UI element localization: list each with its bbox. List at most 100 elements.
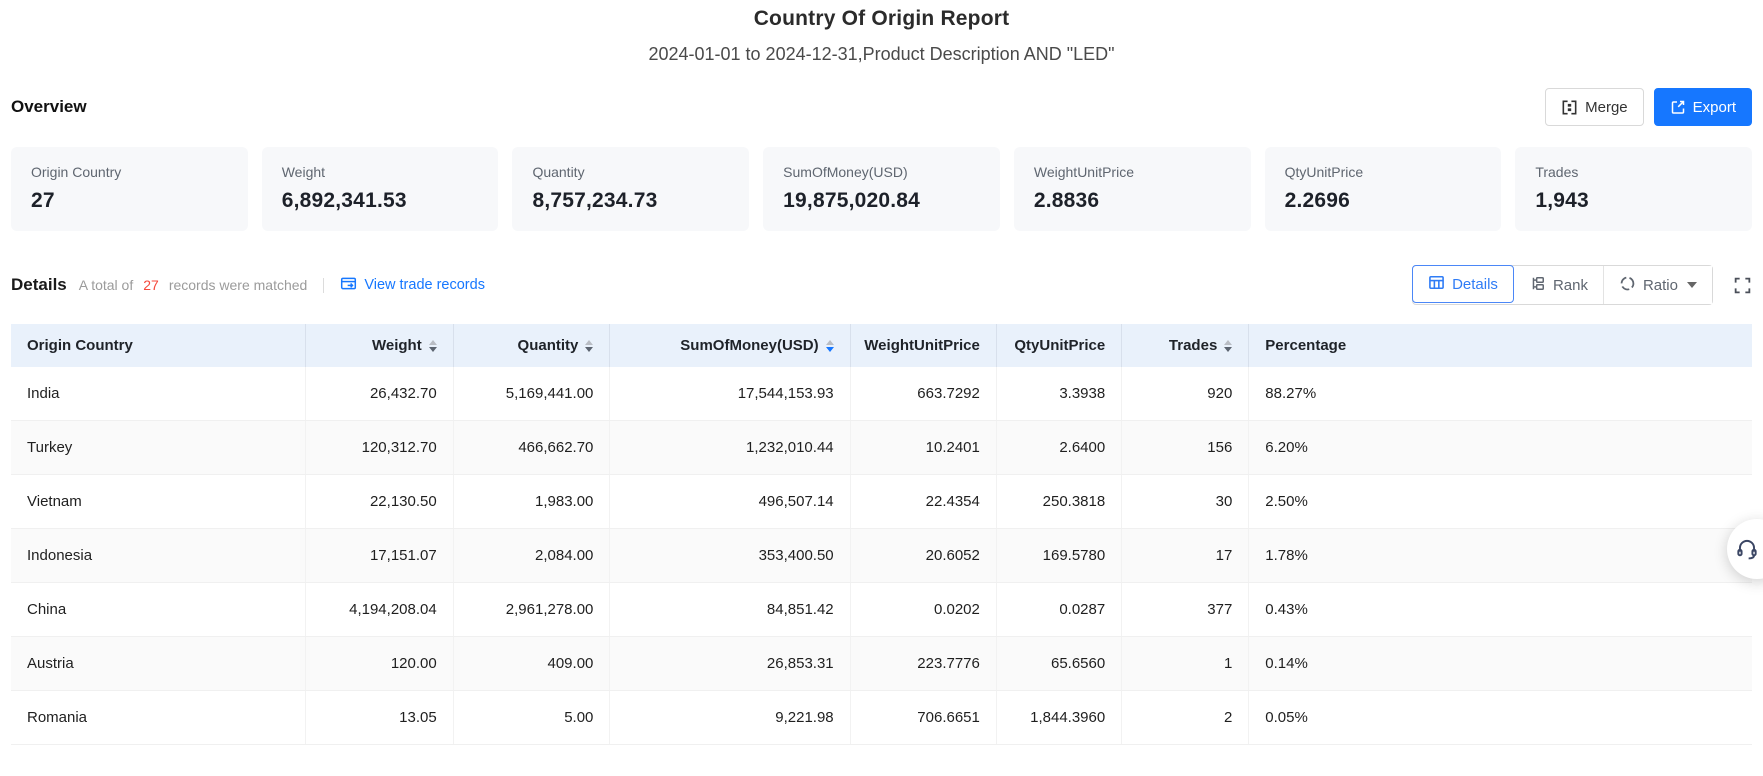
view-trade-records-link[interactable]: View trade records	[340, 275, 485, 296]
cell-percentage: 1.78%	[1248, 528, 1752, 583]
overview-cards: Origin Country 27 Weight 6,892,341.53 Qu…	[11, 147, 1753, 231]
merge-button[interactable]: Merge	[1545, 88, 1644, 126]
details-bar-left: Details A total of 27 records were match…	[11, 275, 485, 296]
cell-qty-unit-price: 169.5780	[996, 528, 1123, 583]
records-matched-summary: A total of 27 records were matched	[79, 277, 308, 293]
export-button[interactable]: Export	[1653, 88, 1752, 126]
cell-quantity: 5,169,441.00	[453, 367, 611, 421]
cell-percentage: 0.43%	[1248, 582, 1752, 637]
column-header-sum-of-money[interactable]: SumOfMoney(USD)	[609, 324, 851, 367]
tab-details-label: Details	[1452, 275, 1498, 293]
tab-ratio[interactable]: Ratio	[1603, 266, 1712, 304]
merge-cells-icon	[1561, 99, 1578, 116]
card-value: 19,875,020.84	[783, 189, 921, 212]
card-sum-of-money: SumOfMoney(USD) 19,875,020.84	[763, 147, 1000, 231]
column-label: Quantity	[517, 337, 579, 354]
fullscreen-button[interactable]	[1733, 276, 1752, 295]
table-row: India 26,432.70 5,169,441.00 17,544,153.…	[11, 367, 1752, 421]
card-label: Origin Country	[31, 164, 122, 180]
cell-weight-unit-price: 22.4354	[850, 474, 997, 529]
card-qty-unit-price: QtyUnitPrice 2.2696	[1264, 147, 1502, 231]
card-value: 27	[31, 189, 55, 212]
tab-rank-label: Rank	[1552, 276, 1588, 294]
cell-sum-of-money: 17,544,153.93	[609, 367, 851, 421]
column-label: Weight	[371, 337, 422, 354]
table-row: Indonesia 17,151.07 2,084.00 353,400.50 …	[11, 528, 1752, 583]
column-header-origin-country: Origin Country	[11, 324, 306, 367]
cell-quantity: 2,084.00	[453, 528, 611, 583]
table-row: Vietnam 22,130.50 1,983.00 496,507.14 22…	[11, 474, 1752, 529]
cell-trades: 920	[1121, 367, 1250, 421]
view-trade-records-label: View trade records	[364, 277, 485, 293]
table-row: China 4,194,208.04 2,961,278.00 84,851.4…	[11, 582, 1752, 637]
cell-sum-of-money: 26,853.31	[609, 636, 851, 691]
card-label: Weight	[281, 164, 326, 180]
card-value: 8,757,234.73	[532, 189, 658, 212]
card-value: 2.2696	[1284, 189, 1351, 212]
cell-sum-of-money: 496,507.14	[609, 474, 851, 529]
cell-qty-unit-price: 3.3938	[996, 367, 1123, 421]
cell-quantity: 409.00	[453, 636, 611, 691]
cell-weight: 17,151.07	[305, 528, 454, 583]
column-header-weight-unit-price: WeightUnitPrice	[850, 324, 997, 367]
partition-bars-icon	[1529, 275, 1546, 296]
sort-caret-icon	[428, 339, 437, 352]
cell-percentage: 6.20%	[1248, 420, 1752, 475]
summary-prefix: A total of	[78, 277, 134, 293]
card-weight: Weight 6,892,341.53	[261, 147, 499, 231]
cell-quantity: 1,983.00	[453, 474, 611, 529]
details-bar: Details A total of 27 records were match…	[11, 265, 1752, 305]
column-label: Percentage	[1265, 337, 1347, 354]
column-header-quantity[interactable]: Quantity	[453, 324, 611, 367]
cell-weight-unit-price: 0.0202	[850, 582, 997, 637]
column-header-weight[interactable]: Weight	[305, 324, 454, 367]
cell-qty-unit-price: 1,844.3960	[996, 690, 1123, 745]
details-bar-right: Details Rank	[1412, 265, 1752, 305]
cell-weight: 4,194,208.04	[305, 582, 454, 637]
summary-suffix: records were matched	[168, 277, 308, 293]
external-link-icon	[1670, 99, 1686, 115]
card-label: SumOfMoney(USD)	[783, 164, 908, 180]
cell-weight-unit-price: 223.7776	[850, 636, 997, 691]
chevron-down-icon	[1687, 282, 1697, 288]
cell-trades: 156	[1121, 420, 1250, 475]
tab-rank[interactable]: Rank	[1513, 266, 1604, 304]
cell-sum-of-money: 353,400.50	[609, 528, 851, 583]
cell-origin-country: Indonesia	[11, 528, 306, 583]
table-grid-icon	[1428, 274, 1445, 295]
card-label: QtyUnitPrice	[1284, 164, 1364, 180]
merge-button-label: Merge	[1585, 98, 1628, 116]
overview-heading: Overview	[11, 97, 87, 116]
origin-country-table: Origin Country Weight Quantity SumOfMone…	[11, 324, 1752, 745]
page-title: Country Of Origin Report	[753, 7, 1010, 30]
card-origin-country: Origin Country 27	[11, 147, 248, 231]
page-subtitle: 2024-01-01 to 2024-12-31,Product Descrip…	[648, 44, 1115, 64]
cell-weight-unit-price: 10.2401	[850, 420, 997, 475]
headset-icon	[1737, 539, 1757, 560]
cell-origin-country: India	[11, 367, 306, 421]
cell-qty-unit-price: 65.6560	[996, 636, 1123, 691]
card-label: Trades	[1535, 164, 1579, 180]
tab-details[interactable]: Details	[1412, 265, 1514, 303]
cell-origin-country: Vietnam	[11, 474, 306, 529]
table-row: Romania 13.05 5.00 9,221.98 706.6651 1,8…	[11, 690, 1752, 745]
column-header-qty-unit-price: QtyUnitPrice	[996, 324, 1123, 367]
cell-origin-country: Romania	[11, 690, 306, 745]
column-label: Trades	[1168, 337, 1218, 354]
cell-trades: 1	[1121, 636, 1250, 691]
column-label: WeightUnitPrice	[864, 337, 980, 354]
cell-percentage: 2.50%	[1248, 474, 1752, 529]
cell-percentage: 0.05%	[1248, 690, 1752, 745]
cell-weight: 26,432.70	[305, 367, 454, 421]
expand-corners-icon	[1734, 277, 1751, 293]
cell-weight: 22,130.50	[305, 474, 454, 529]
cell-weight: 120,312.70	[305, 420, 454, 475]
column-header-trades[interactable]: Trades	[1121, 324, 1250, 367]
card-quantity: Quantity 8,757,234.73	[512, 147, 750, 231]
cell-sum-of-money: 9,221.98	[609, 690, 851, 745]
cell-weight-unit-price: 20.6052	[850, 528, 997, 583]
column-label: Origin Country	[27, 337, 133, 354]
cell-sum-of-money: 84,851.42	[609, 582, 851, 637]
card-value: 1,943	[1535, 189, 1589, 212]
